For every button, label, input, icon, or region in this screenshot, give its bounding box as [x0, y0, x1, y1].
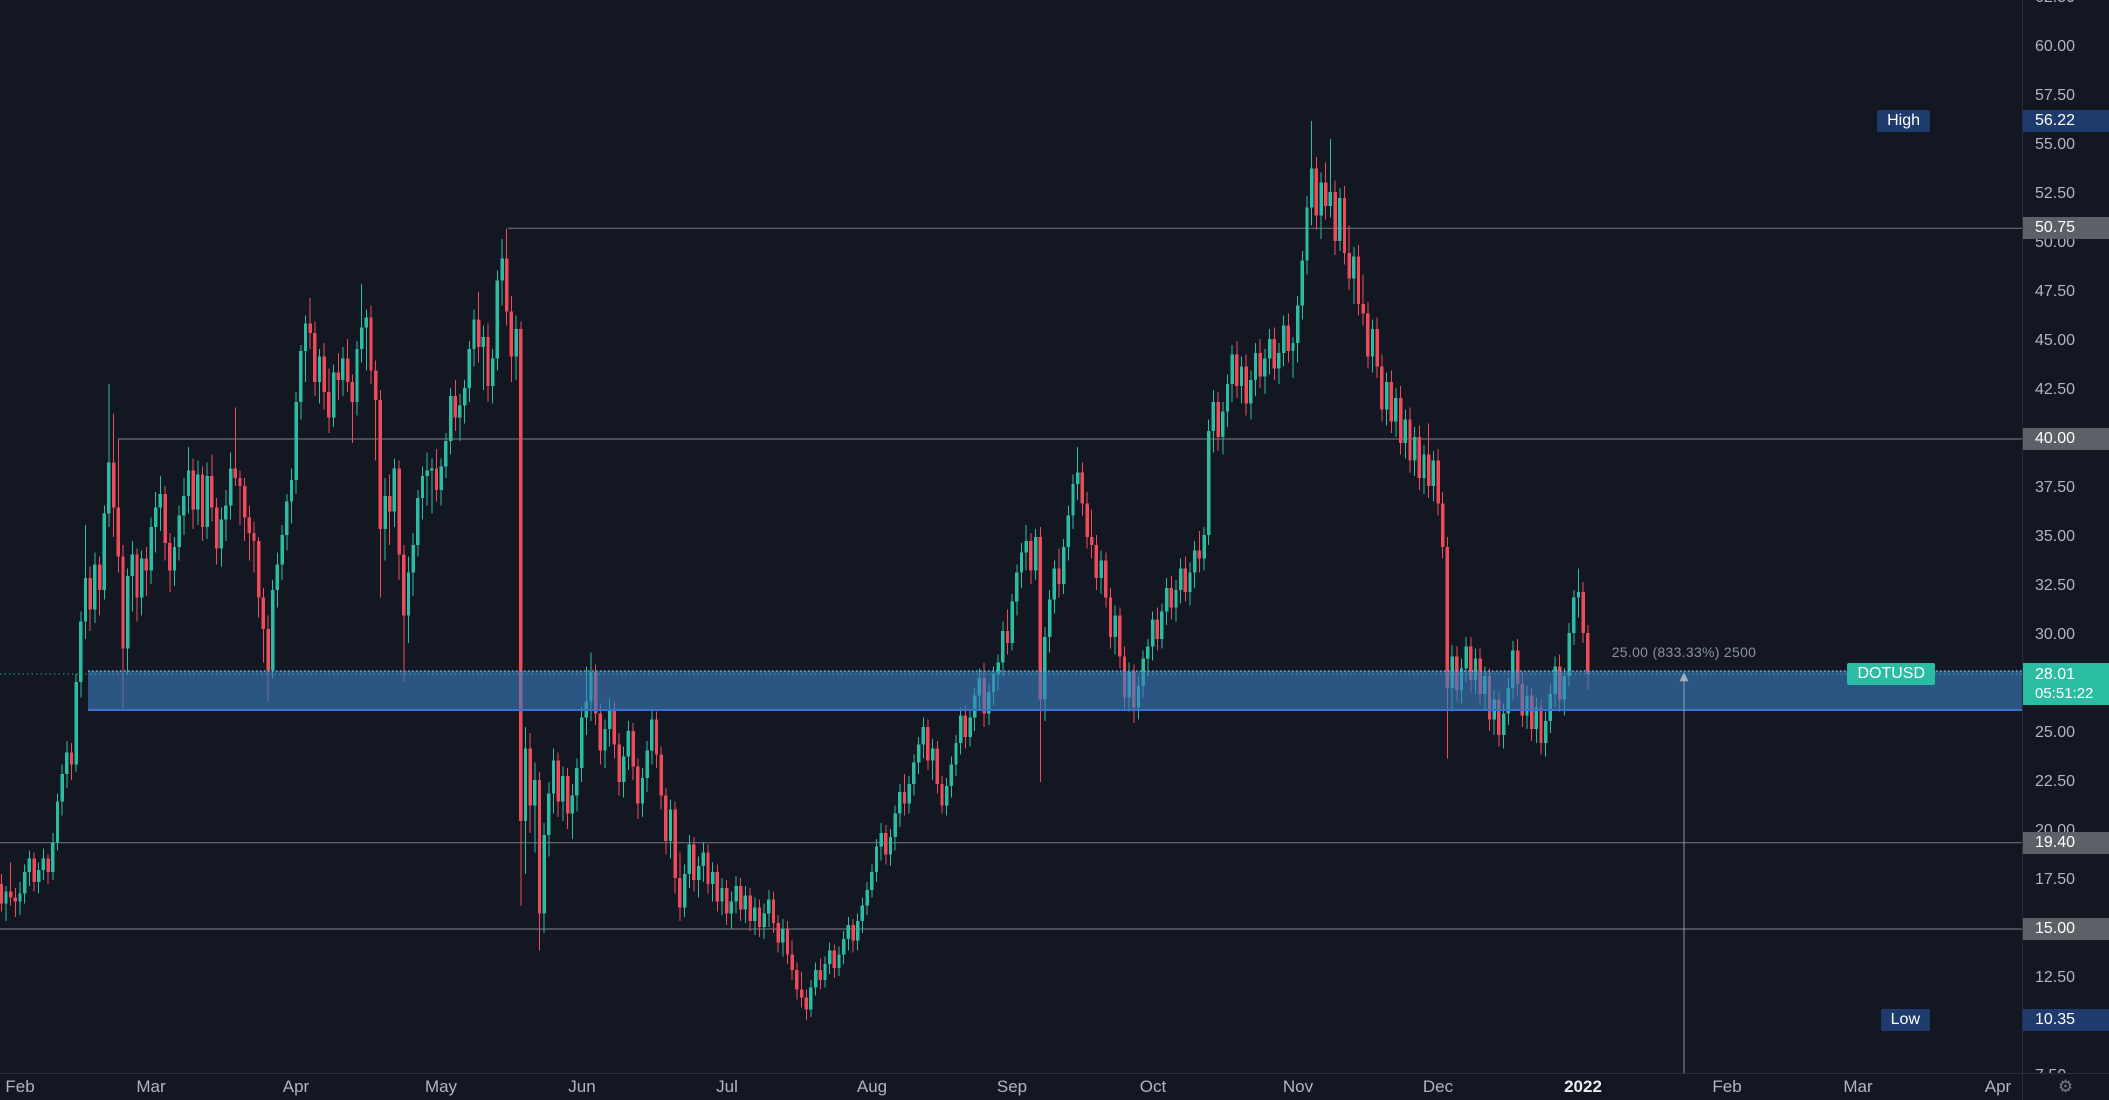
level-price-badge: 50.75 [2023, 217, 2109, 240]
low-value-badge: 10.35 [2023, 1009, 2109, 1032]
last-price-badge: 28.01 05:51:22 [2023, 663, 2109, 705]
price-tick: 42.50 [2035, 381, 2076, 398]
price-tick: 52.50 [2035, 185, 2076, 202]
supply-zone[interactable] [88, 671, 2022, 710]
time-tick-oct: Oct [1139, 1077, 1167, 1096]
chart-canvas[interactable]: 25.00 (833.33%) 2500 DOTUSD High Low [0, 0, 2022, 1073]
price-axis[interactable]: 62.5060.0057.5055.0052.5050.0047.5045.00… [2022, 0, 2109, 1073]
time-tick-may: May [424, 1077, 458, 1096]
price-tick: 45.00 [2035, 332, 2076, 349]
price-tick: 22.50 [2035, 773, 2076, 790]
price-tick: 55.00 [2035, 136, 2076, 153]
time-tick-apr: Apr [1984, 1077, 2012, 1096]
high-marker-label: High [1877, 110, 1930, 133]
price-tick: 12.50 [2035, 968, 2076, 986]
low-marker-label: Low [1880, 1009, 1930, 1032]
price-tick: 17.50 [2035, 871, 2076, 888]
time-tick-jun: Jun [568, 1077, 596, 1096]
level-price-badge: 40.00 [2023, 428, 2109, 450]
time-tick-mar: Mar [136, 1077, 166, 1096]
price-range-tool[interactable] [1679, 672, 1689, 1073]
candlestick-series [0, 121, 1590, 1021]
time-tick-mar: Mar [1843, 1077, 1873, 1096]
level-price-badge: 19.40 [2023, 831, 2109, 854]
price-range-measurement-label: 25.00 (833.33%) 2500 [1611, 644, 1757, 661]
price-tick: 47.50 [2035, 283, 2076, 300]
bar-countdown: 05:51:22 [2035, 685, 2094, 702]
time-tick-2022: 2022 [1564, 1077, 1602, 1096]
settings-gear-icon[interactable]: ⚙ [2057, 1077, 2074, 1096]
last-price-value: 28.01 [2035, 666, 2076, 683]
time-tick-aug: Aug [856, 1077, 888, 1096]
axis-corner-separator [2022, 1073, 2023, 1100]
price-tick: 37.50 [2035, 479, 2076, 496]
time-tick-jul: Jul [716, 1077, 738, 1096]
price-tick: 7.50 [2023, 1066, 2109, 1073]
time-tick-apr: Apr [282, 1077, 310, 1096]
price-tick: 25.00 [2035, 724, 2076, 741]
time-tick-sep: Sep [996, 1077, 1028, 1096]
time-tick-nov: Nov [1282, 1077, 1314, 1096]
time-tick-feb: Feb [1712, 1077, 1742, 1096]
time-tick-feb: Feb [5, 1077, 35, 1096]
level-price-badge: 15.00 [2023, 918, 2109, 940]
price-tick: 32.50 [2035, 577, 2076, 594]
price-tick: 35.00 [2035, 528, 2076, 545]
time-axis[interactable]: Feb Mar Apr May Jun Jul Aug Sep Oct Nov Dec 2022 Feb… [0, 1073, 2109, 1100]
price-tick: 57.50 [2035, 87, 2076, 104]
symbol-price-line-label: DOTUSD [1847, 663, 1935, 685]
price-tick: 30.00 [2035, 626, 2076, 643]
price-tick: 60.00 [2035, 38, 2076, 55]
price-tick: 62.50 [2023, 0, 2109, 8]
time-tick-dec: Dec [1422, 1077, 1454, 1096]
candlestick-chart [0, 121, 2022, 1073]
high-value-badge: 56.22 [2023, 110, 2109, 133]
